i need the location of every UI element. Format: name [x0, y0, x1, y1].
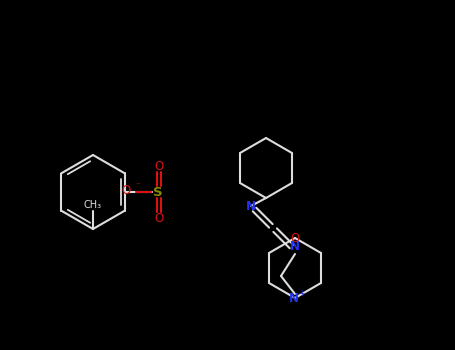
Text: ⁻: ⁻: [135, 182, 140, 190]
Text: O: O: [154, 160, 164, 173]
Text: N: N: [289, 292, 299, 304]
Text: O: O: [154, 211, 164, 224]
Text: N: N: [290, 239, 300, 252]
Text: O: O: [122, 184, 131, 197]
Text: O: O: [290, 232, 300, 245]
Text: N: N: [246, 199, 256, 212]
Text: +: +: [298, 288, 304, 298]
Text: S: S: [153, 186, 163, 198]
Text: CH₃: CH₃: [84, 200, 102, 210]
